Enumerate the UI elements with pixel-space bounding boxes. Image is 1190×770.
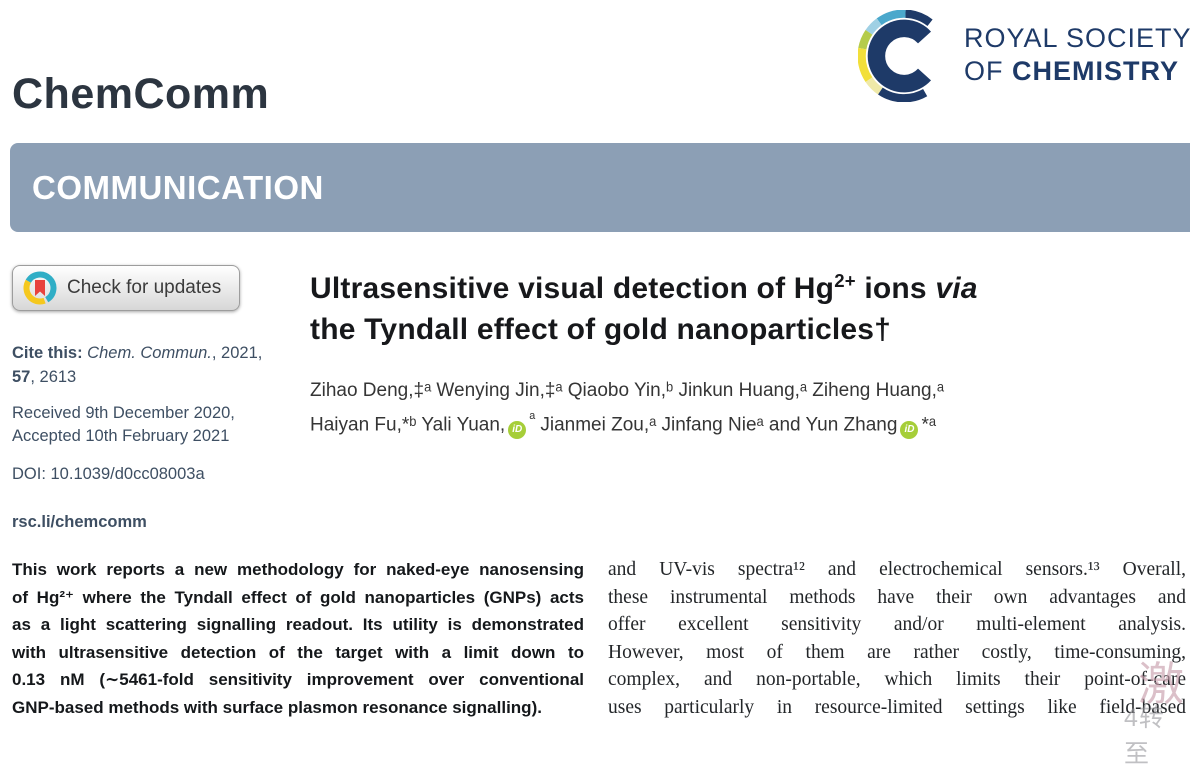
rsc-logo: ROYAL SOCIETY OF CHEMISTRY (858, 8, 1190, 108)
abstract-line: GNP-based methods with surface plasmon r… (12, 697, 542, 717)
rsc-logo-text: ROYAL SOCIETY OF CHEMISTRY (964, 23, 1190, 86)
citation: Cite this: Chem. Commun., 2021, 57, 2613 (12, 344, 263, 386)
orcid-icon[interactable]: iD (508, 421, 527, 440)
superscript-2plus: 2+ (834, 270, 856, 291)
body-text-column: and UV-vis spectra¹² and electrochemical… (608, 556, 1186, 722)
article-type-label: COMMUNICATION (32, 169, 324, 206)
author-list: Zihao Deng,‡ᵃ Wenying Jin,‡ᵃ Qiaobo Yin,… (310, 377, 1185, 440)
article-header: Ultrasensitive visual detection of Hg2+ … (310, 260, 1185, 440)
crossmark-icon (23, 271, 57, 305)
abstract-line: with ultrasensitive detection of the tar… (12, 642, 584, 662)
body-line: and UV-vis spectra¹² and electrochemical… (608, 559, 1186, 580)
abstract-line: of Hg²⁺ where the Tyndall effect of gold… (12, 587, 584, 607)
article-title: Ultrasensitive visual detection of Hg2+ … (310, 270, 978, 346)
body-line: complex, and non-portable, which limits … (608, 669, 1186, 691)
check-for-updates-button[interactable]: Check for updates (12, 265, 240, 311)
journal-title: ChemComm (12, 70, 270, 118)
orcid-icon[interactable]: iD (900, 421, 919, 440)
abstract-line: This work reports a new methodology for … (12, 560, 584, 579)
body-line: these instrumental methods have their ow… (608, 586, 1186, 608)
body-line: However, most of them are rather costly,… (608, 641, 1186, 663)
body-line: offer excellent sensitivity and/or multi… (608, 614, 1186, 636)
abstract-line: 0.13 nM (∼5461-fold sensitivity improvem… (12, 670, 584, 690)
journal-url-link[interactable]: rsc.li/chemcomm (12, 513, 147, 531)
article-info-sidebar: Check for updates Cite this: Chem. Commu… (12, 265, 297, 532)
body-line: uses particularly in resource-limited se… (608, 696, 1186, 718)
abstract-column: This work reports a new methodology for … (12, 556, 584, 722)
check-for-updates-label: Check for updates (67, 277, 222, 298)
received-accepted-dates: Received 9th December 2020, Accepted 10t… (12, 404, 235, 445)
abstract-line: as a light scattering signalling readout… (12, 615, 584, 635)
rsc-logo-icon (858, 10, 933, 102)
article-type-banner: COMMUNICATION (10, 143, 1190, 232)
doi: DOI: 10.1039/d0cc08003a (12, 465, 205, 483)
